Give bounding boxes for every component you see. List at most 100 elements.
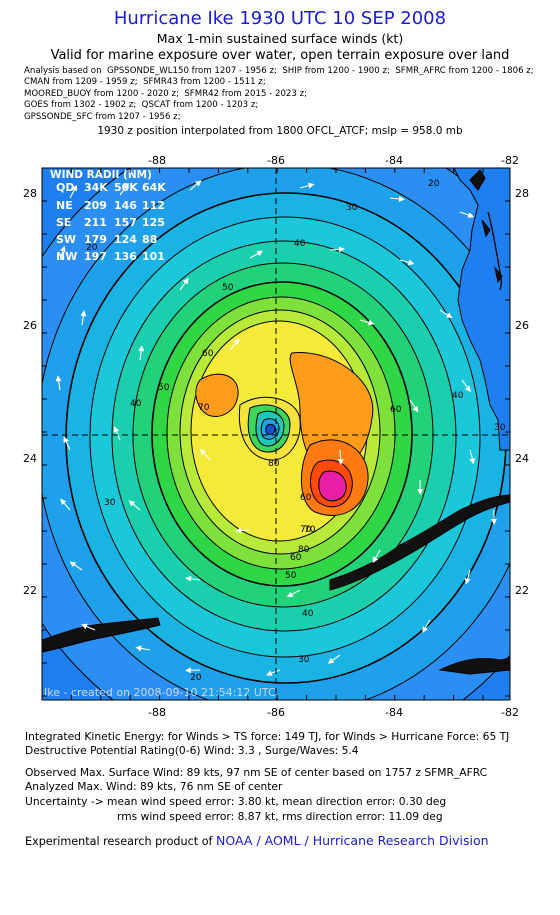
wind-radii-row: SE 211 157 125 bbox=[56, 216, 165, 229]
wind-radii-row: NE 209 146 112 bbox=[56, 199, 165, 212]
contour-label: 40 bbox=[302, 609, 314, 619]
contour-label: 60 bbox=[290, 553, 302, 563]
summary-block: Integrated Kinetic Energy: for Winds > T… bbox=[25, 730, 509, 757]
wind-arrow bbox=[372, 549, 381, 564]
wind-radii-cell: SE bbox=[56, 216, 71, 229]
wind-arrow bbox=[439, 309, 453, 319]
ike-line: Integrated Kinetic Energy: for Winds > T… bbox=[25, 730, 510, 743]
wind-arrow bbox=[265, 669, 281, 676]
lat-label-right: 28 bbox=[515, 187, 529, 200]
map-frame bbox=[41, 167, 511, 701]
wind-radii-cell: 136 bbox=[114, 250, 137, 263]
analysis-line: GOES from 1302 - 1902 z; QSCAT from 1200… bbox=[24, 100, 259, 111]
wind-arrow bbox=[409, 399, 419, 413]
wind-arrow bbox=[63, 436, 71, 451]
wind-radii-cell: 146 bbox=[114, 199, 137, 212]
contour-label: 60 bbox=[300, 493, 312, 503]
lon-label-bottom: -82 bbox=[501, 706, 519, 719]
contour-label: 20 bbox=[190, 673, 202, 683]
contour-label: 40 bbox=[130, 399, 142, 409]
wind-radii-header-cell: 50K bbox=[114, 181, 138, 194]
contour-label: 50 bbox=[158, 383, 170, 393]
wind-radii-cell: 197 bbox=[84, 250, 107, 263]
position-line: 1930 z position interpolated from 1800 O… bbox=[97, 125, 463, 137]
florida-keys-fragments bbox=[469, 169, 503, 284]
wind-radii-cell: 125 bbox=[142, 216, 165, 229]
florida-coast bbox=[453, 168, 510, 451]
wind-radii-header: QD 34K 50K 64K bbox=[56, 181, 166, 194]
cuba-north-coast bbox=[329, 494, 510, 591]
lat-label-left: 24 bbox=[23, 452, 37, 465]
uncertainty-line-2: rms wind speed error: 8.87 kt, rms direc… bbox=[117, 810, 443, 823]
wind-arrow bbox=[185, 575, 201, 582]
lat-label-right: 24 bbox=[515, 452, 529, 465]
plot-area: 20 30 40 50 60 70 80 20 30 40 50 60 70 80 30 40 60 30 40 50… bbox=[42, 168, 510, 700]
lon-label-top: -84 bbox=[385, 154, 403, 167]
lon-label-top: -86 bbox=[267, 154, 285, 167]
wind-arrow bbox=[189, 180, 202, 191]
wind-arrow bbox=[138, 345, 145, 361]
wind-arrow bbox=[113, 426, 121, 441]
wind-arrow bbox=[235, 527, 251, 534]
wind-arrow bbox=[461, 379, 471, 393]
page-title: Hurricane Ike 1930 UTC 10 SEP 2008 bbox=[113, 8, 447, 29]
axis-ticks bbox=[41, 167, 510, 700]
wind-radii-cell: 179 bbox=[84, 233, 107, 246]
wind-radii-cell: 209 bbox=[84, 199, 107, 212]
lon-label-top: -82 bbox=[501, 154, 519, 167]
credit-line: Experimental research product of NOAA / … bbox=[25, 834, 489, 849]
max-wind-core bbox=[318, 470, 347, 502]
max-wind-block: Observed Max. Surface Wind: 89 kts, 97 n… bbox=[25, 766, 487, 793]
wind-arrow bbox=[69, 561, 83, 571]
wind-radii-cell: SW bbox=[56, 233, 76, 246]
wind-arrow bbox=[199, 448, 211, 461]
contour-label: 30 bbox=[494, 423, 506, 433]
wind-arrow bbox=[464, 569, 471, 585]
contour-label-group: 20 30 40 50 60 70 80 20 30 40 50 60 70 80 30 40 60 30 40 50… bbox=[86, 179, 506, 683]
wind-radii-cell: NE bbox=[56, 199, 73, 212]
wind-arrow bbox=[81, 623, 96, 631]
coastlines bbox=[42, 168, 510, 675]
subtitle-exposure: Valid for marine exposure over water, op… bbox=[50, 48, 510, 63]
wind-arrow bbox=[459, 211, 475, 218]
wind-field-map: 20 30 40 50 60 70 80 20 30 40 50 60 70 80 30 40 60 30 40 50… bbox=[23, 154, 529, 719]
analysis-sources: Analysis based on GPSSONDE_WL150 from 12… bbox=[24, 66, 534, 123]
uncertainty-line-1: Uncertainty -> mean wind speed error: 3.… bbox=[25, 795, 447, 808]
contour-label: 70 bbox=[198, 403, 210, 413]
lon-label-bottom: -88 bbox=[148, 706, 166, 719]
lat-label-left: 22 bbox=[23, 584, 37, 597]
wind-radii-header-cell: QD bbox=[56, 181, 74, 194]
lon-label-top: -88 bbox=[148, 154, 166, 167]
contour-label: 20 bbox=[86, 243, 98, 253]
contour-label: 30 bbox=[346, 203, 358, 213]
wind-arrow bbox=[359, 319, 375, 326]
contour-label: 40 bbox=[452, 391, 464, 401]
lat-label-left: 26 bbox=[23, 319, 37, 332]
credit-prefix: Experimental research product of bbox=[25, 835, 217, 848]
florida-west-coast-line bbox=[487, 211, 502, 291]
analysis-line: GPSSONDE_SFC from 1207 - 1956 z; bbox=[24, 111, 181, 122]
wind-radii-row: SW 179 124 88 bbox=[56, 233, 157, 246]
wind-arrow bbox=[337, 449, 344, 465]
lat-label-right: 22 bbox=[515, 584, 529, 597]
wind-arrow bbox=[329, 246, 345, 253]
wind-arrow bbox=[69, 184, 78, 199]
contour-label: 50 bbox=[222, 283, 234, 293]
contour-label: 30 bbox=[298, 655, 310, 665]
wind-arrow bbox=[299, 182, 315, 189]
analysis-line: Analysis based on GPSSONDE_WL150 from 12… bbox=[24, 66, 534, 76]
wind-radii-cell: NW bbox=[56, 250, 77, 263]
wind-arrow bbox=[119, 182, 129, 196]
dpr-line: Destructive Potential Rating(0-6) Wind: … bbox=[25, 743, 359, 757]
wind-arrow bbox=[60, 498, 71, 511]
wind-arrow bbox=[179, 277, 189, 291]
wind-arrow bbox=[128, 500, 141, 511]
wind-radii-cell: 157 bbox=[114, 216, 137, 229]
hrd-link[interactable]: NOAA / AOML / Hurricane Research Divisio… bbox=[216, 833, 489, 848]
wind-arrow bbox=[80, 310, 87, 326]
wind-vectors bbox=[55, 180, 498, 676]
wind-arrow bbox=[135, 645, 151, 652]
wind-arrow bbox=[286, 589, 301, 598]
contour-label: 70 bbox=[300, 525, 312, 535]
contour-label: 60 bbox=[390, 405, 402, 415]
